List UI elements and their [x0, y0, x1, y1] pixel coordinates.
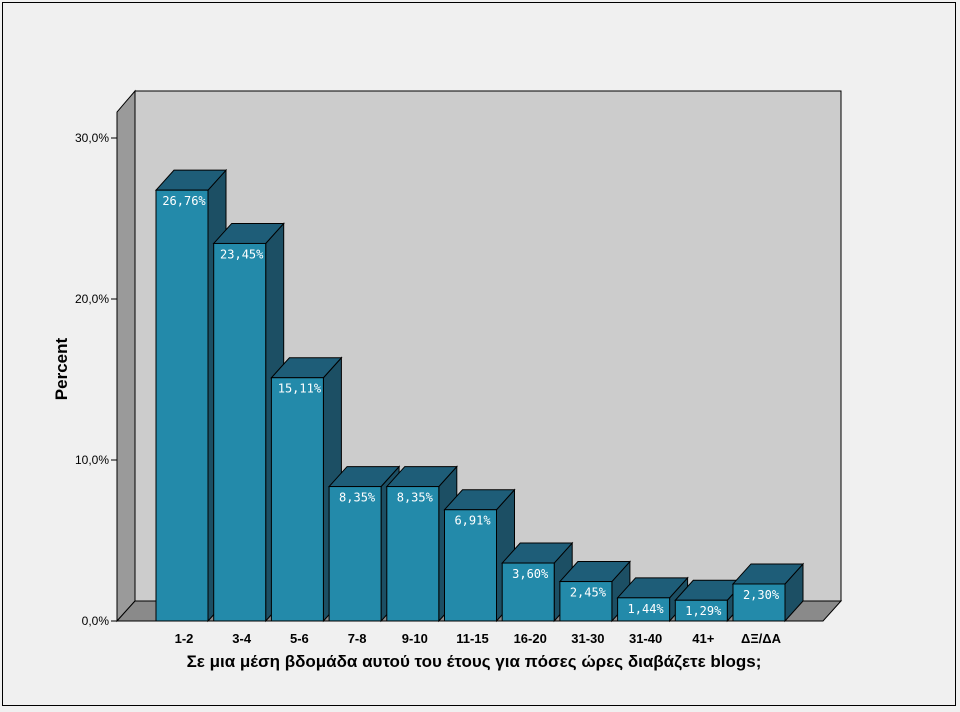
x-tick-labels: 1-2 3-4 5-6 7-8 9-10 11-15 16-20 31-30 31-40 41+ Δ…	[175, 631, 782, 646]
x-tick-label: 7-8	[348, 631, 367, 646]
x-tick-label: 41+	[692, 631, 714, 646]
bar-value-label: 1,29%	[685, 604, 722, 618]
bar-value-label: 26,76%	[162, 194, 206, 208]
bar-front	[213, 242, 267, 622]
x-tick-label: 31-40	[629, 631, 662, 646]
bar-value-label: 8,35%	[397, 491, 434, 505]
x-tick-label: 1-2	[175, 631, 194, 646]
bar-front	[270, 377, 324, 622]
y-tick-label: 30,0%	[75, 131, 109, 145]
bar-front	[444, 509, 497, 622]
x-tick-label: 3-4	[232, 631, 252, 646]
x-tick-label: ΔΞ/ΔΑ	[741, 631, 782, 646]
x-tick-label: 5-6	[290, 631, 309, 646]
bar-front	[674, 599, 728, 622]
x-tick-label: 16-20	[514, 631, 547, 646]
bar-front	[386, 486, 440, 622]
bar: 2,30%	[731, 562, 805, 623]
bar-value-label: 23,45%	[220, 247, 264, 261]
x-axis-title: Σε μια μέση βδομάδα αυτού του έτους για …	[187, 652, 762, 671]
bar-value-label: 8,35%	[339, 491, 376, 505]
bar: 1,44%	[616, 576, 689, 623]
bar-value-label: 15,11%	[278, 382, 322, 396]
bar-chart: 0,0% 10,0% 20,0% 30,0% 26,76% 23,45% 15,11% 8,…	[52, 89, 843, 671]
bar-value-label: 3,60%	[512, 567, 549, 581]
x-tick-label: 11-15	[456, 631, 489, 646]
bar-front	[328, 486, 382, 622]
plot-side-wall	[116, 89, 136, 623]
bar-value-label: 1,44%	[628, 602, 665, 616]
y-tick-label: 20,0%	[75, 292, 109, 306]
bar-front	[155, 189, 209, 622]
bar: 6,91%	[443, 488, 516, 623]
x-tick-label: 9-10	[402, 631, 428, 646]
bar-value-label: 2,45%	[570, 586, 607, 600]
x-tick-label: 31-30	[571, 631, 604, 646]
bar-value-label: 6,91%	[454, 514, 491, 528]
y-axis: 0,0% 10,0% 20,0% 30,0%	[75, 131, 117, 628]
bar-front	[559, 581, 613, 622]
bar: 2,45%	[558, 560, 632, 623]
bars: 26,76% 23,45% 15,11% 8,35% 8,35% 6,91% 3,60% 2,…	[154, 168, 805, 623]
y-axis-title: Percent	[52, 337, 71, 400]
bar-front	[617, 597, 671, 622]
y-tick-label: 0,0%	[82, 614, 110, 628]
bar-front	[732, 583, 786, 622]
y-tick-label: 10,0%	[75, 453, 109, 467]
bar-front	[501, 562, 555, 622]
bar-value-label: 2,30%	[743, 588, 780, 602]
